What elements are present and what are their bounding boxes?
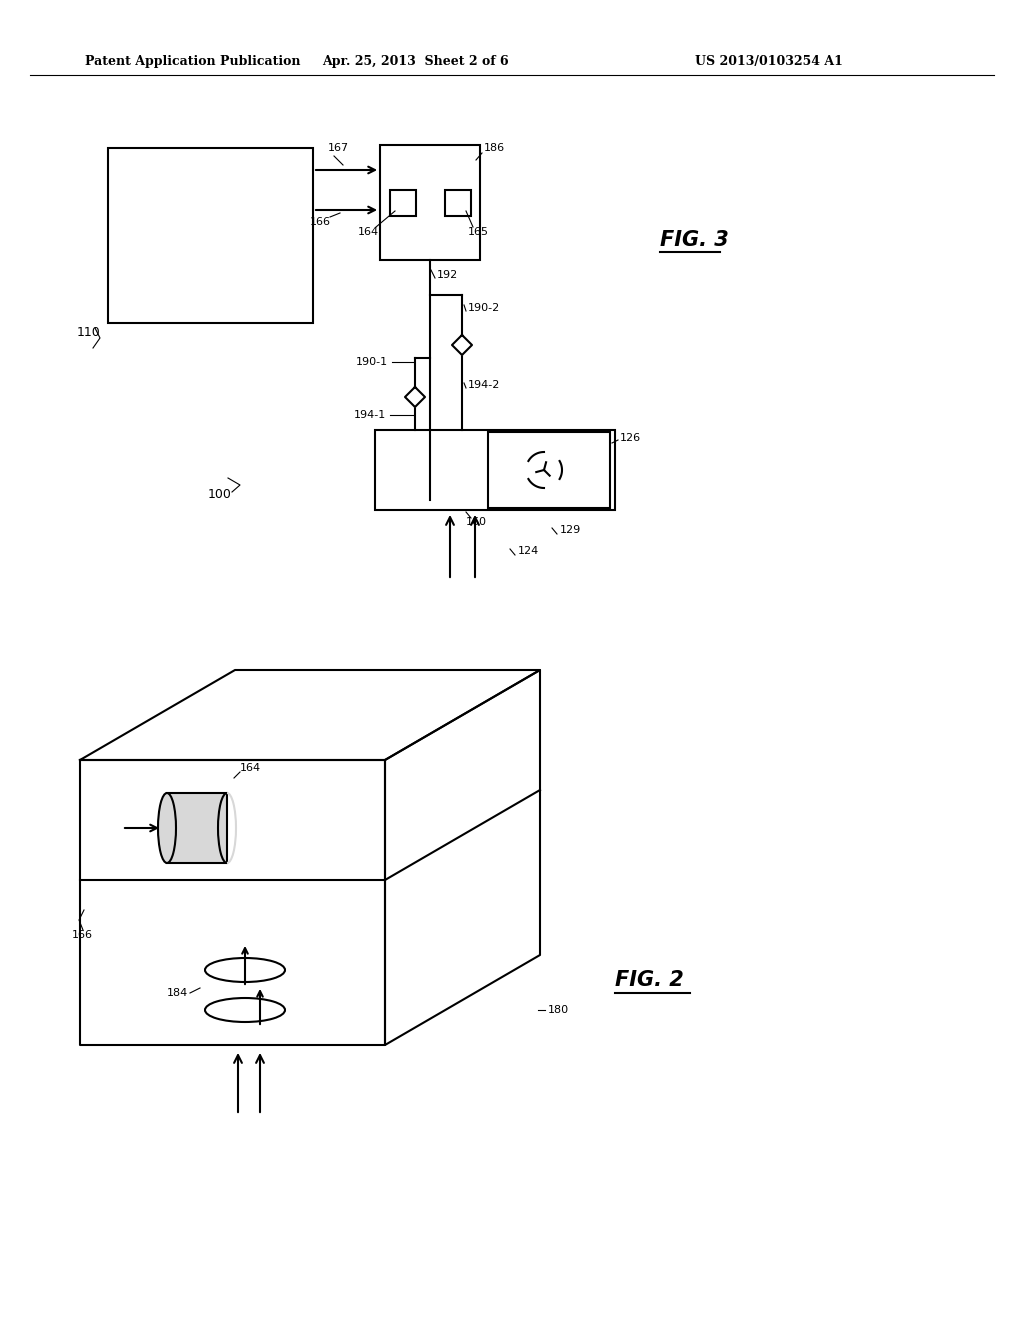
Bar (108, 148, 313, 323)
Text: 165: 165 (468, 227, 488, 238)
Text: 194-2: 194-2 (468, 380, 501, 389)
Text: 190-1: 190-1 (356, 356, 388, 367)
Text: 166: 166 (309, 216, 331, 227)
Bar (445, 190, 471, 216)
Text: 184: 184 (167, 987, 188, 998)
Bar (488, 432, 610, 508)
Text: 180: 180 (548, 1005, 569, 1015)
Bar (375, 430, 615, 510)
Text: 194-1: 194-1 (354, 411, 386, 420)
Text: 110: 110 (76, 326, 100, 339)
Text: US 2013/0103254 A1: US 2013/0103254 A1 (695, 55, 843, 69)
Text: 160: 160 (466, 517, 486, 527)
Bar (390, 190, 416, 216)
Text: 126: 126 (620, 433, 641, 444)
Bar (380, 145, 480, 260)
Text: 167: 167 (328, 143, 348, 153)
Text: 100: 100 (208, 488, 232, 502)
Polygon shape (406, 387, 425, 407)
Text: Patent Application Publication: Patent Application Publication (85, 55, 300, 69)
Text: 164: 164 (357, 227, 379, 238)
Bar (167, 793, 227, 863)
Text: 124: 124 (518, 546, 540, 556)
Text: 164: 164 (240, 763, 261, 774)
Ellipse shape (158, 793, 176, 863)
Text: 166: 166 (72, 931, 93, 940)
Text: FIG. 2: FIG. 2 (615, 970, 684, 990)
Text: Apr. 25, 2013  Sheet 2 of 6: Apr. 25, 2013 Sheet 2 of 6 (322, 55, 508, 69)
Polygon shape (452, 335, 472, 355)
Text: 186: 186 (484, 143, 505, 153)
Text: FIG. 3: FIG. 3 (660, 230, 729, 249)
Text: 129: 129 (560, 525, 582, 535)
Text: 190-2: 190-2 (468, 304, 501, 313)
Text: 192: 192 (437, 271, 459, 280)
